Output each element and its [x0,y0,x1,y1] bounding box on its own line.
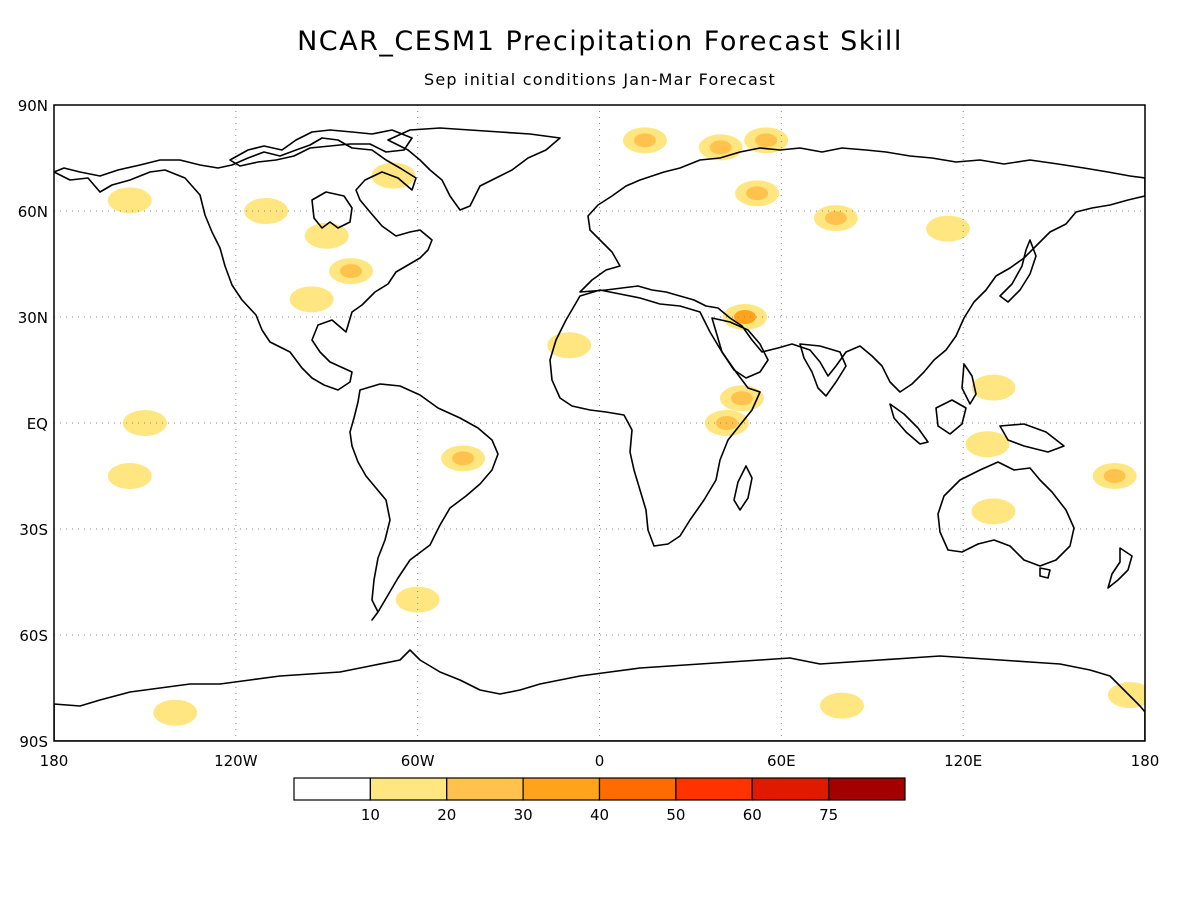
africa-coast [549,289,761,547]
colorbar-swatch [369,777,448,801]
antarctica-coast [54,649,1145,741]
colorbar-swatch [446,777,524,801]
eurasia-coast [579,147,1145,393]
skill-region-core [937,221,960,236]
colorbar-label: 50 [666,806,685,824]
greenland-coast [387,127,561,211]
skill-region-core [982,380,1005,395]
longitude-label: 60W [401,752,435,770]
skill-region-core [982,504,1005,519]
skill-region-core [1103,469,1126,483]
longitude-label: 120W [214,752,258,770]
skill-region-core [633,133,656,148]
arctic-islands [229,129,413,167]
latitude-label: 30N [18,309,48,327]
colorbar-label: 60 [743,806,762,824]
colorbar-swatch [675,777,753,801]
colorbar-label: 20 [437,806,456,824]
sumatra-coast [889,403,929,445]
colorbar-swatch [751,777,830,801]
skill-region-core [118,193,141,208]
skill-region-core [164,705,187,720]
colorbar-label: 30 [514,806,533,824]
latitude-label: 90S [19,733,48,751]
colorbar-swatch [598,777,677,801]
skill-region-core [118,469,141,483]
tasmania-coast [1039,567,1051,579]
skill-region-core [315,228,338,243]
coastlines [54,127,1145,741]
skill-region-core [709,140,732,155]
skill-region-core [406,592,429,607]
longitude-label: 180 [1131,752,1160,770]
skill-region-core [339,264,362,279]
latitude-label: 30S [19,521,48,539]
gridlines [54,105,1145,741]
colorbar: 10 20 30 40 50 60 75 [293,777,906,824]
borneo-coast [935,399,967,435]
skill-region-core [558,338,581,353]
south-america-coast [349,383,499,621]
colorbar-label: 75 [819,806,838,824]
skill-region-core [255,204,278,218]
colorbar-swatch [522,777,601,801]
longitude-label: 0 [595,752,605,770]
latitude-label: 90N [18,97,48,115]
skill-region-core [755,133,778,148]
longitude-label: 120E [944,752,982,770]
colorbar-label: 10 [361,806,380,824]
australia-coast [937,461,1075,567]
skill-region-core [830,698,853,713]
latitude-label: EQ [27,415,48,433]
colorbar-label: 40 [590,806,609,824]
new-guinea-coast [999,423,1065,453]
map-frame [53,104,1146,742]
colorbar-swatch [828,777,906,801]
arabia-coast [711,317,769,379]
japan-coast [999,239,1037,303]
latitude-label: 60N [18,203,48,221]
skill-region-core [730,391,753,406]
longitude-labels: 180 120W 60W 0 60E 120E 180 [40,752,1160,770]
philippines-coast [961,363,977,405]
page-subtitle: Sep initial conditions Jan-Mar Forecast [424,70,776,89]
madagascar-coast [733,465,753,511]
latitude-labels: 90N 60N 30N EQ 30S 60S 90S [18,97,48,751]
hudson-bay [311,191,353,229]
longitude-label: 180 [40,752,69,770]
skill-region-core [976,437,999,452]
skill-region-core [746,186,769,201]
page-title: NCAR_CESM1 Precipitation Forecast Skill [297,26,903,57]
longitude-label: 60E [767,752,796,770]
india-coast [799,343,847,397]
north-america-coast [54,137,433,391]
skill-region-core [824,211,847,226]
colorbar-swatch [293,777,371,801]
new-zealand-coast [1107,547,1133,589]
latitude-label: 60S [19,627,48,645]
skill-region-core [452,451,475,466]
skill-region-core [300,292,323,307]
